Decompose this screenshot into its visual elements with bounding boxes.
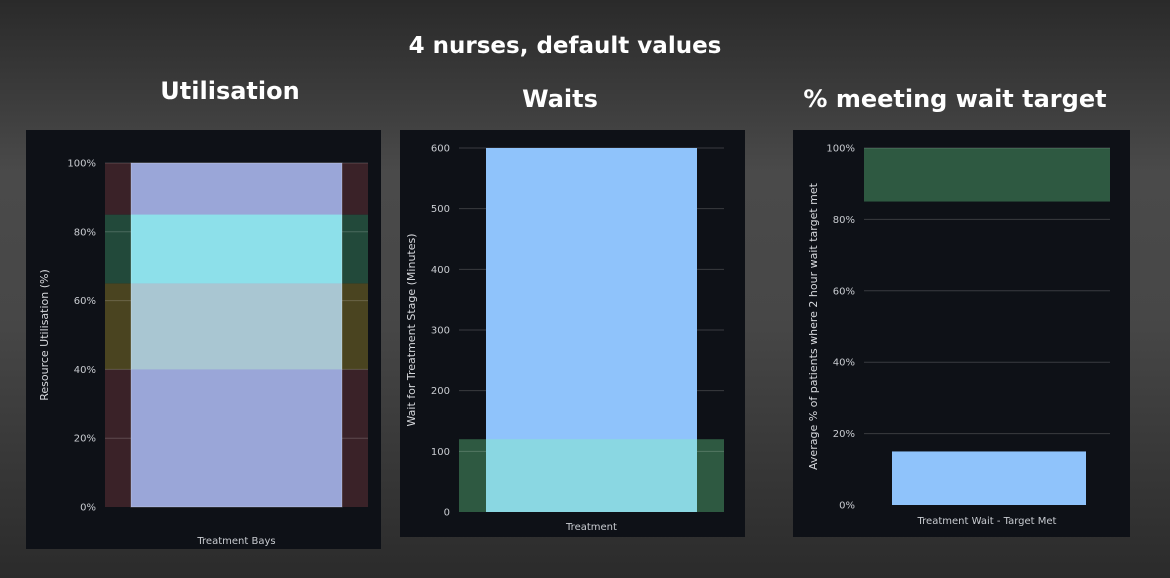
utilisation-chart: 0% 20% 40% 60% 80% 100% Treatment Bays Resource…	[38, 159, 368, 547]
x-axis-label: Treatment	[565, 522, 617, 533]
bar-outline	[130, 162, 343, 508]
wait-target-chart-panel: 0% 20% 40% 60% 80% 100% Treatment Wait - Targe…	[793, 130, 1130, 537]
x-axis-label: Treatment Bays	[196, 536, 275, 547]
target-band-0	[864, 148, 1110, 202]
bar-band-overlap-0	[486, 439, 697, 512]
y-tick-label: 80%	[74, 227, 96, 238]
y-axis-title: Resource Utilisation (%)	[38, 269, 51, 401]
y-tick-label: 40%	[74, 365, 96, 376]
wait-target-chart-title: % meeting wait target	[803, 85, 1107, 113]
y-tick-label: 100%	[67, 159, 96, 170]
x-axis-label: Treatment Wait - Target Met	[917, 516, 1057, 527]
y-axis-title: Average % of patients where 2 hour wait …	[807, 182, 820, 470]
y-tick-label: 40%	[833, 358, 855, 369]
y-tick-label: 200	[431, 386, 450, 397]
page-title: 4 nurses, default values	[408, 33, 722, 59]
bar-band-overlap-1	[131, 214, 342, 284]
y-tick-label: 100	[431, 447, 450, 458]
bar-band-overlap-0	[131, 283, 342, 370]
y-tick-label: 60%	[833, 286, 855, 297]
utilisation-chart-title: Utilisation	[160, 77, 300, 105]
waits-chart-panel: 0 100 200 300 400 500 600 Treatment Wait for Tre…	[400, 130, 745, 537]
wait-target-chart: 0% 20% 40% 60% 80% 100% Treatment Wait - Targe…	[807, 144, 1110, 527]
waits-chart-title: Waits	[522, 85, 598, 113]
y-tick-label: 20%	[833, 429, 855, 440]
y-tick-label: 0%	[839, 501, 855, 512]
y-axis-title: Wait for Treatment Stage (Minutes)	[405, 233, 418, 426]
y-tick-label: 80%	[833, 215, 855, 226]
y-tick-label: 0	[444, 508, 450, 519]
waits-chart: 0 100 200 300 400 500 600 Treatment Wait for Tre…	[405, 144, 724, 533]
y-tick-label: 400	[431, 265, 450, 276]
y-tick-label: 300	[431, 326, 450, 337]
y-tick-label: 20%	[74, 434, 96, 445]
y-tick-label: 600	[431, 144, 450, 155]
y-tick-label: 0%	[80, 503, 96, 514]
y-tick-label: 60%	[74, 296, 96, 307]
y-tick-label: 100%	[826, 144, 855, 155]
utilisation-chart-panel: 0% 20% 40% 60% 80% 100% Treatment Bays Resource…	[26, 130, 381, 549]
bar-treatment-wait-target-met	[892, 451, 1086, 505]
y-tick-label: 500	[431, 204, 450, 215]
